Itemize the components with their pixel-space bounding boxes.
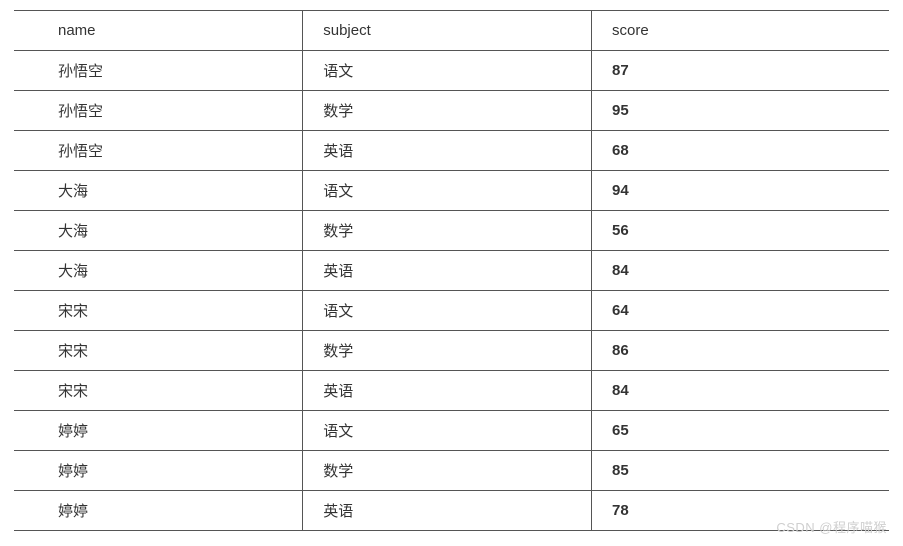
header-name: name — [14, 11, 303, 51]
cell-score: 94 — [592, 171, 890, 211]
table-row: 孙悟空 英语 68 — [14, 131, 889, 171]
cell-score: 84 — [592, 251, 890, 291]
cell-name: 婷婷 — [14, 451, 303, 491]
cell-subject: 英语 — [303, 371, 592, 411]
cell-subject: 数学 — [303, 91, 592, 131]
score-table-container: name subject score 孙悟空 语文 87 孙悟空 数学 95 孙… — [0, 0, 903, 541]
cell-score: 65 — [592, 411, 890, 451]
cell-subject: 语文 — [303, 51, 592, 91]
cell-score: 85 — [592, 451, 890, 491]
cell-score: 86 — [592, 331, 890, 371]
cell-subject: 数学 — [303, 451, 592, 491]
cell-subject: 语文 — [303, 411, 592, 451]
table-row: 孙悟空 数学 95 — [14, 91, 889, 131]
cell-subject: 语文 — [303, 171, 592, 211]
cell-name: 宋宋 — [14, 291, 303, 331]
table-row: 大海 语文 94 — [14, 171, 889, 211]
table-row: 婷婷 语文 65 — [14, 411, 889, 451]
score-table: name subject score 孙悟空 语文 87 孙悟空 数学 95 孙… — [14, 10, 889, 531]
cell-subject: 数学 — [303, 211, 592, 251]
table-row: 大海 英语 84 — [14, 251, 889, 291]
table-row: 婷婷 英语 78 — [14, 491, 889, 531]
cell-subject: 数学 — [303, 331, 592, 371]
header-score: score — [592, 11, 890, 51]
cell-name: 宋宋 — [14, 331, 303, 371]
cell-name: 婷婷 — [14, 491, 303, 531]
cell-subject: 语文 — [303, 291, 592, 331]
cell-name: 大海 — [14, 171, 303, 211]
cell-name: 孙悟空 — [14, 51, 303, 91]
table-row: 大海 数学 56 — [14, 211, 889, 251]
cell-name: 孙悟空 — [14, 131, 303, 171]
table-header-row: name subject score — [14, 11, 889, 51]
cell-subject: 英语 — [303, 251, 592, 291]
watermark-text: CSDN @程序喵猴 — [776, 517, 887, 536]
cell-score: 84 — [592, 371, 890, 411]
table-row: 婷婷 数学 85 — [14, 451, 889, 491]
table-body: 孙悟空 语文 87 孙悟空 数学 95 孙悟空 英语 68 大海 语文 94 大… — [14, 51, 889, 531]
cell-score: 95 — [592, 91, 890, 131]
cell-subject: 英语 — [303, 131, 592, 171]
header-subject: subject — [303, 11, 592, 51]
table-row: 宋宋 语文 64 — [14, 291, 889, 331]
cell-subject: 英语 — [303, 491, 592, 531]
table-row: 宋宋 数学 86 — [14, 331, 889, 371]
cell-name: 大海 — [14, 211, 303, 251]
table-row: 宋宋 英语 84 — [14, 371, 889, 411]
cell-name: 宋宋 — [14, 371, 303, 411]
cell-score: 56 — [592, 211, 890, 251]
cell-score: 64 — [592, 291, 890, 331]
cell-score: 68 — [592, 131, 890, 171]
cell-name: 婷婷 — [14, 411, 303, 451]
table-row: 孙悟空 语文 87 — [14, 51, 889, 91]
cell-name: 孙悟空 — [14, 91, 303, 131]
cell-name: 大海 — [14, 251, 303, 291]
cell-score: 87 — [592, 51, 890, 91]
